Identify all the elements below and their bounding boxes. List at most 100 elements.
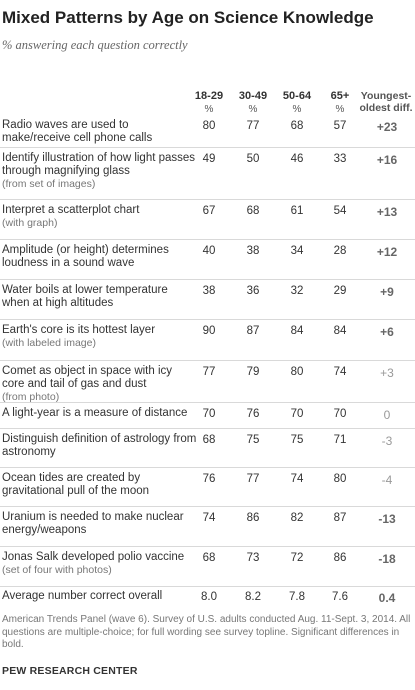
value-cell: 77 [246,120,260,132]
value-cell: 72 [290,552,304,564]
value-cell: 46 [290,153,304,165]
question-note: (from photo) [2,391,60,403]
question-label: Radio waves are used to make/receive cel… [2,119,197,145]
row-separator [0,402,415,403]
value-cell: 38 [202,285,216,297]
row-separator [0,428,415,429]
question-text: Ocean tides are created by gravitational… [2,472,150,497]
value-cell: 74 [290,473,304,485]
value-cell: 74 [202,512,216,524]
question-text: Radio waves are used to make/receive cel… [2,119,153,144]
value-cell: 70 [202,408,216,420]
value-cell: 84 [290,325,304,337]
row-separator [0,586,415,587]
value-cell: 76 [202,473,216,485]
value-cell: 8.2 [245,591,261,603]
value-cell: 33 [333,153,347,165]
value-cell: 71 [333,434,347,446]
row-separator [0,360,415,361]
question-note: (with graph) [2,217,58,229]
question-text: Interpret a scatterplot chart [2,204,140,216]
value-cell: 32 [290,285,304,297]
question-label: A light-year is a measure of distance [2,407,197,420]
question-text: Average number correct overall [2,590,163,602]
value-cell: 87 [246,325,260,337]
row-separator [0,506,415,507]
question-text: Earth's core is its hottest layer [2,324,156,336]
diff-column-header: Youngest-oldest diff. [359,90,413,114]
value-cell: 76 [246,408,260,420]
value-cell: 75 [290,434,304,446]
value-cell: 57 [333,120,347,132]
diff-cell: +13 [376,205,398,219]
value-cell: 84 [333,325,347,337]
question-label: Distinguish definition of astrology from… [2,433,197,459]
question-label: Water boils at lower temperature when at… [2,284,197,310]
question-label: Uranium is needed to make nuclear energy… [2,511,197,537]
question-label: Jonas Salk developed polio vaccine (set o… [2,551,197,577]
value-cell: 77 [246,473,260,485]
question-text: Water boils at lower temperature when at… [2,284,168,309]
value-cell: 67 [202,205,216,217]
value-cell: 61 [290,205,304,217]
value-cell: 8.0 [201,591,217,603]
value-cell: 90 [202,325,216,337]
percent-unit-18-29: % [204,104,214,115]
question-label: Average number correct overall [2,590,197,603]
value-cell: 86 [246,512,260,524]
row-separator [0,546,415,547]
column-header-18-29: 18-29 [194,90,224,102]
value-cell: 29 [333,285,347,297]
row-separator [0,319,415,320]
question-text: Identify illustration of how light passe… [2,152,196,177]
value-cell: 82 [290,512,304,524]
row-separator [0,279,415,280]
value-cell: 70 [333,408,347,420]
question-text: A light-year is a measure of distance [2,407,188,419]
value-cell: 7.6 [332,591,348,603]
diff-cell: +12 [376,245,398,259]
value-cell: 86 [333,552,347,564]
diff-cell: +9 [380,285,394,299]
value-cell: 68 [290,120,304,132]
diff-cell: -13 [378,512,396,526]
value-cell: 34 [290,245,304,257]
diff-cell: +6 [380,325,394,339]
value-cell: 80 [333,473,347,485]
value-cell: 36 [246,285,260,297]
column-header-65-plus: 65+ [330,90,350,102]
value-cell: 77 [202,366,216,378]
value-cell: 7.8 [289,591,305,603]
value-cell: 75 [246,434,260,446]
value-cell: 87 [333,512,347,524]
diff-cell: -3 [381,434,393,448]
value-cell: 73 [246,552,260,564]
value-cell: 68 [246,205,260,217]
diff-cell: 0 [383,408,391,422]
question-label: Comet as object in space with icy core a… [2,365,197,404]
value-cell: 80 [290,366,304,378]
value-cell: 79 [246,366,260,378]
diff-cell: -4 [381,473,393,487]
footnote: American Trends Panel (wave 6). Survey o… [2,614,412,652]
chart-title: Mixed Patterns by Age on Science Knowled… [2,8,374,27]
value-cell: 68 [202,434,216,446]
value-cell: 68 [202,552,216,564]
question-text: Distinguish definition of astrology from… [2,433,197,458]
footnote-text: American Trends Panel (wave 6). Survey o… [2,614,411,650]
source-organization: PEW RESEARCH CENTER [2,665,138,677]
question-note: (with labeled image) [2,337,96,349]
percent-unit-65-plus: % [335,104,345,115]
question-text: Comet as object in space with icy core a… [2,365,173,390]
percent-unit-30-49: % [248,104,258,115]
value-cell: 40 [202,245,216,257]
value-cell: 38 [246,245,260,257]
row-separator [0,199,415,200]
diff-cell: +23 [376,120,398,134]
row-separator [0,467,415,468]
diff-cell: 0.4 [378,591,396,605]
question-label: Identify illustration of how light passe… [2,152,197,191]
value-cell: 50 [246,153,260,165]
row-separator [0,147,415,148]
question-text: Uranium is needed to make nuclear energy… [2,511,184,536]
